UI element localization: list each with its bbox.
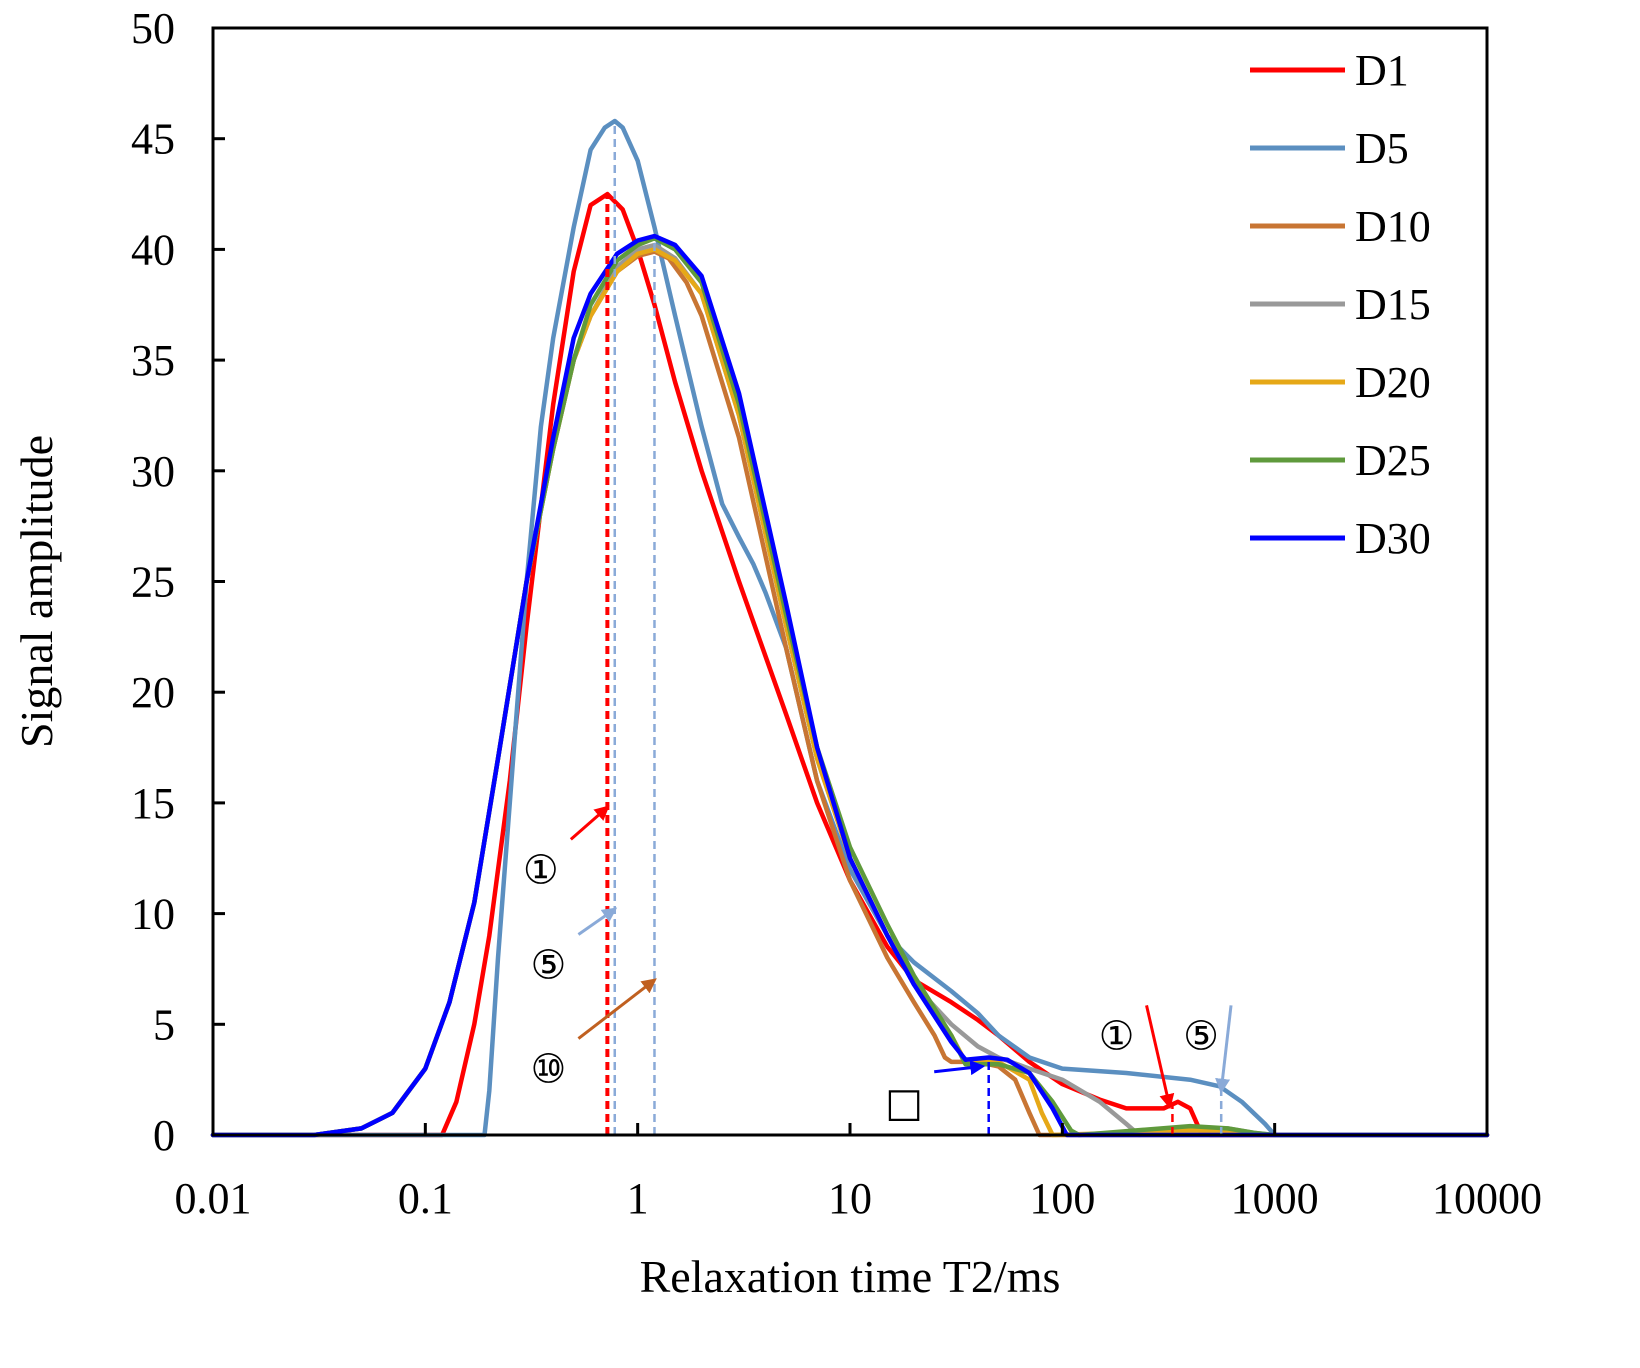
- annotation-arrow: [1215, 1005, 1233, 1094]
- legend-label-D5: D5: [1355, 124, 1409, 173]
- annotation-arrow: [1145, 1005, 1175, 1110]
- legend-label-D1: D1: [1355, 46, 1409, 95]
- annotation-label: ①: [1099, 1013, 1135, 1059]
- ticks-layer: 0.01 0.1 1 10 100 1000 10000 0 5 10 15 20 25 30 35 40 45…: [131, 4, 1542, 1223]
- y-tick-label: 25: [131, 558, 175, 607]
- series-line-D25: [210, 236, 1490, 1138]
- y-axis-title: Signal amplitude: [11, 435, 62, 748]
- annotation-arrow: [577, 907, 618, 936]
- x-axis-title: Relaxation time T2/ms: [640, 1251, 1061, 1302]
- y-tick-label: 45: [131, 115, 175, 164]
- y-tick-label: 35: [131, 336, 175, 385]
- annotation-arrow: [934, 1060, 986, 1076]
- y-tick-label: 15: [131, 779, 175, 828]
- x-tick-label: 10: [828, 1174, 872, 1223]
- y-tick-label: 40: [131, 225, 175, 274]
- x-tick-label: 1000: [1231, 1174, 1319, 1223]
- y-tick-label: 20: [131, 668, 175, 717]
- legend-label-D20: D20: [1355, 358, 1431, 407]
- legend-label-D15: D15: [1355, 280, 1431, 329]
- series-line-D5: [210, 118, 1490, 1138]
- annotation-arrow: [577, 978, 657, 1040]
- legend-label-D25: D25: [1355, 436, 1431, 485]
- y-tick-label: 50: [131, 4, 175, 53]
- x-tick-label: 10000: [1432, 1174, 1542, 1223]
- x-tick-label: 0.1: [398, 1174, 453, 1223]
- y-tick-label: 0: [153, 1111, 175, 1160]
- annotation-label: ⑤: [531, 943, 567, 989]
- y-tick-label: 30: [131, 447, 175, 496]
- x-tick-label: 0.01: [175, 1174, 252, 1223]
- annotation-label: ⑤: [1183, 1013, 1219, 1059]
- x-tick-label: 100: [1029, 1174, 1095, 1223]
- legend-label-D30: D30: [1355, 514, 1431, 563]
- series-line-D1: [210, 191, 1490, 1138]
- plot-frame: [211, 26, 1489, 1137]
- series-line-D30: [210, 233, 1490, 1138]
- x-tick-label: 1: [627, 1174, 649, 1223]
- annotation-arrow: [569, 805, 610, 841]
- legend: D1 D5 D10 D15 D20 D25 D30: [1250, 46, 1431, 563]
- annotation-label: ①: [523, 847, 559, 893]
- series-line-D15: [210, 242, 1490, 1138]
- annotation-label: ⑩: [531, 1047, 567, 1093]
- annotation-label: □: [885, 1080, 923, 1126]
- annotations-layer: ① ⑤ ⑩ □ ① ⑤: [523, 805, 1233, 1126]
- y-tick-label: 10: [131, 890, 175, 939]
- legend-label-D10: D10: [1355, 202, 1431, 251]
- series-layer: [210, 118, 1490, 1138]
- y-tick-label: 5: [153, 1000, 175, 1049]
